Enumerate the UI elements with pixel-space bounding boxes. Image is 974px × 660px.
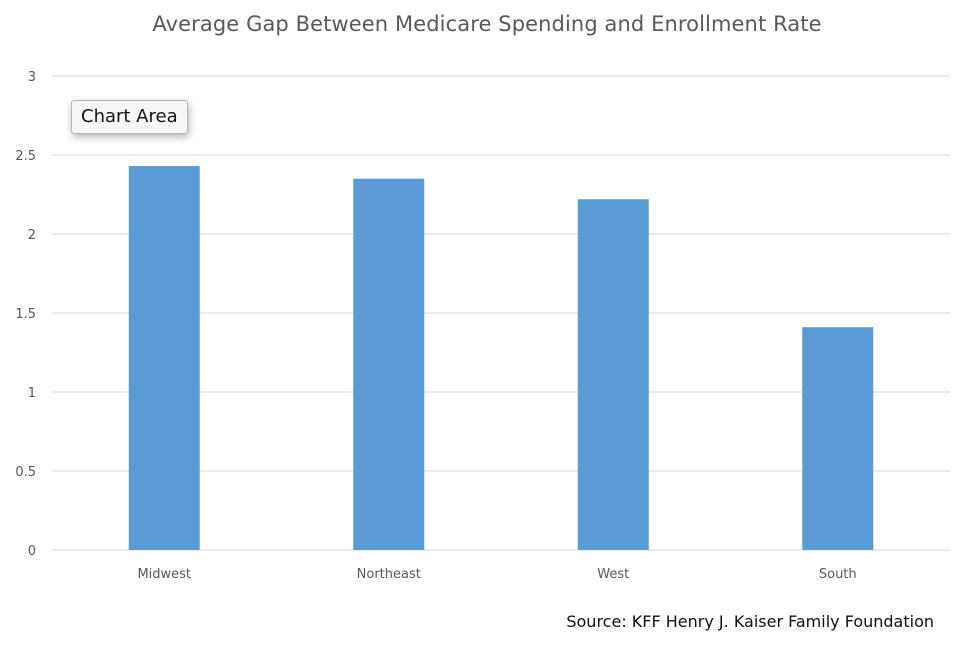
y-tick-label: 2 — [28, 228, 36, 243]
bar-south[interactable] — [802, 327, 874, 550]
gridlines — [52, 75, 950, 551]
bar-northeast[interactable] — [353, 178, 425, 550]
chart-area-tooltip: Chart Area — [71, 100, 188, 134]
y-axis-ticks: 0 0.5 1 1.5 2 2.5 3 — [15, 70, 36, 559]
x-category-label: Midwest — [137, 567, 191, 582]
chart-title: Average Gap Between Medicare Spending an… — [152, 12, 822, 36]
x-category-label: Northeast — [357, 567, 421, 582]
y-tick-label: 1 — [28, 386, 36, 401]
source-note: Source: KFF Henry J. Kaiser Family Found… — [566, 612, 934, 631]
y-tick-label: 3 — [28, 70, 36, 85]
y-tick-label: 2.5 — [15, 149, 36, 164]
x-category-label: South — [819, 567, 857, 582]
y-tick-label: 1.5 — [15, 307, 36, 322]
y-tick-label: 0 — [28, 544, 36, 559]
bars[interactable] — [128, 166, 874, 551]
x-axis-categories: Midwest Northeast West South — [137, 567, 856, 582]
y-tick-label: 0.5 — [15, 465, 36, 480]
bar-midwest[interactable] — [128, 166, 200, 550]
bar-west[interactable] — [577, 199, 649, 551]
x-category-label: West — [597, 567, 629, 582]
